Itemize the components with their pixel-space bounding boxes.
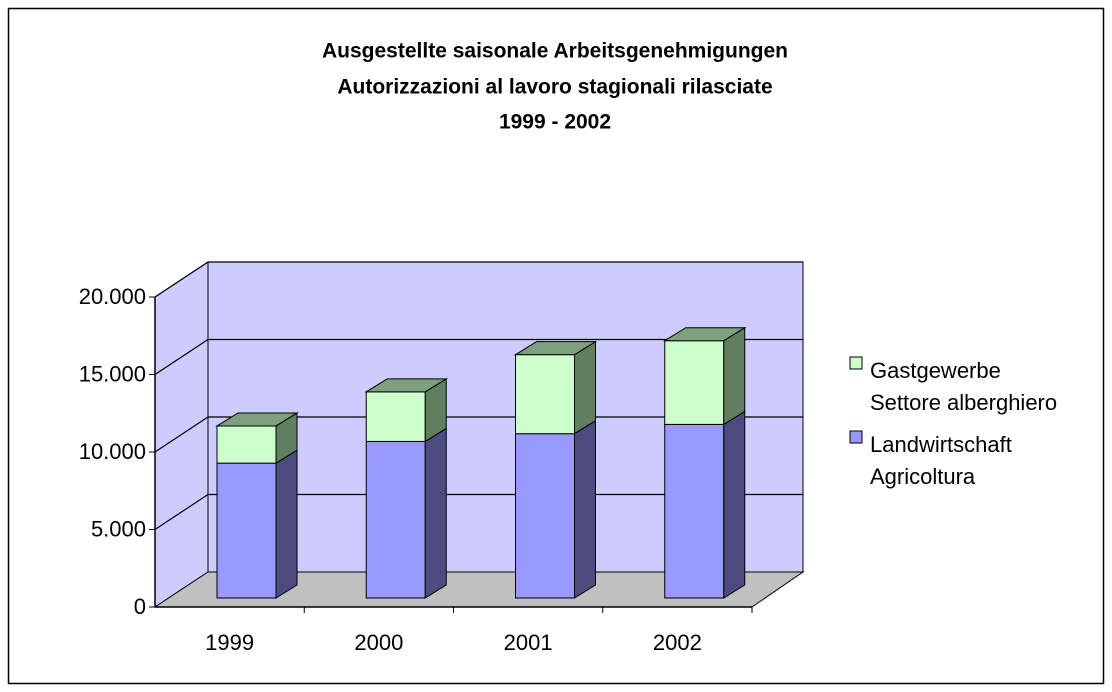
bar-side <box>574 340 596 435</box>
bar-segment <box>664 340 725 425</box>
x-tick-label: 2002 <box>653 630 702 655</box>
grid-line <box>154 493 803 531</box>
x-tick-label: 1999 <box>205 630 254 655</box>
grid-line <box>154 338 803 376</box>
y-tick-label: 20.000 <box>79 284 146 309</box>
bar-segment <box>216 462 277 599</box>
x-tick-label: 2000 <box>354 630 403 655</box>
bar-segment <box>365 391 426 442</box>
legend-label: Landwirtschaft <box>870 432 1012 457</box>
bar-segment <box>216 425 277 464</box>
legend-label: Agricoltura <box>870 464 976 489</box>
chart-title: 1999 - 2002 <box>499 111 611 134</box>
legend-label: Gastgewerbe <box>870 358 1001 383</box>
bar-side <box>275 449 298 599</box>
y-tick-label: 10.000 <box>79 439 146 464</box>
bar-top <box>364 378 449 393</box>
chart-title: Autorizzazioni al lavoro stagionali rila… <box>337 76 772 99</box>
y-tick-label: 15.000 <box>79 361 146 386</box>
y-tick-label: 0 <box>134 594 146 619</box>
legend-swatch <box>849 430 863 444</box>
grid-line <box>154 416 803 453</box>
bar-segment <box>515 354 575 435</box>
bar-top <box>662 327 747 342</box>
x-tick-label: 2001 <box>504 630 553 655</box>
bar-segment <box>365 440 426 599</box>
legend-label: Settore alberghiero <box>870 390 1057 415</box>
y-tick-label: 5.000 <box>91 516 146 541</box>
bar-side <box>574 419 596 599</box>
chart-title: Ausgestellte saisonale Arbeitsgenehmigun… <box>322 40 788 63</box>
bar-side <box>723 326 746 426</box>
legend-swatch <box>849 356 863 370</box>
bar-side <box>723 410 746 599</box>
bar-segment <box>664 423 725 599</box>
bar-top <box>215 412 299 427</box>
grid-line <box>154 261 803 298</box>
bar-top <box>513 341 598 356</box>
bar-side <box>424 427 447 599</box>
bar-segment <box>515 433 575 599</box>
